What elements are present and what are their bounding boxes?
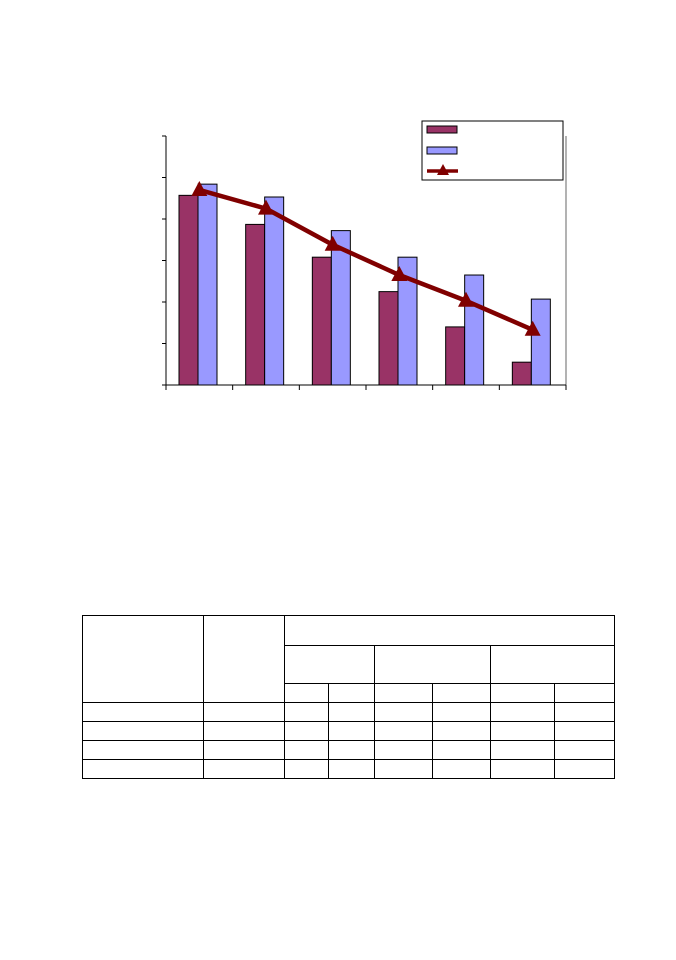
series-line xyxy=(198,187,534,332)
table-cell xyxy=(82,721,204,741)
table-header-cell xyxy=(490,645,615,684)
table-cell xyxy=(490,759,555,779)
data-table xyxy=(82,615,615,779)
legend-swatch-1 xyxy=(426,125,458,134)
table-header-cell xyxy=(328,683,375,703)
table-cell xyxy=(374,702,433,722)
bar-s1-6 xyxy=(511,361,532,386)
line-point-5 xyxy=(458,291,474,307)
table-cell xyxy=(328,740,375,760)
bar-s1-1 xyxy=(178,194,199,386)
table-cell xyxy=(203,740,285,760)
table-cell xyxy=(328,721,375,741)
table-cell xyxy=(82,740,204,760)
table-cell xyxy=(374,740,433,760)
table-cell xyxy=(284,721,329,741)
table-cell xyxy=(284,702,329,722)
table-header-cell xyxy=(203,615,285,703)
bar-s2-4 xyxy=(397,256,418,386)
table-header-cell xyxy=(374,645,491,684)
bar-s2-2 xyxy=(264,196,285,386)
bar-s2-1 xyxy=(197,183,218,386)
table-header-cell xyxy=(374,683,433,703)
bar-s1-2 xyxy=(245,223,266,386)
line-point-2 xyxy=(258,199,274,215)
table-cell xyxy=(490,702,555,722)
line-point-4 xyxy=(391,266,408,282)
line-point-6 xyxy=(524,320,541,336)
table-cell xyxy=(328,702,375,722)
table-cell xyxy=(82,702,204,722)
plot-frame xyxy=(162,135,567,390)
table-cell xyxy=(203,759,285,779)
bar-s2-3 xyxy=(330,230,351,386)
table-header-cell xyxy=(82,615,204,703)
table-row xyxy=(82,740,615,760)
table-header-cell xyxy=(490,683,555,703)
table-cell xyxy=(432,740,491,760)
table-cell xyxy=(374,721,433,741)
table-body xyxy=(82,702,615,779)
table-header-cell xyxy=(554,683,615,703)
table-row xyxy=(82,702,615,722)
bar-s2-5 xyxy=(464,274,485,386)
table-cell xyxy=(554,740,615,760)
bar-s2-6 xyxy=(530,298,551,386)
table-cell xyxy=(203,721,285,741)
table-cell xyxy=(374,759,433,779)
table-cell xyxy=(490,721,555,741)
combo-chart xyxy=(162,120,567,390)
table-cell xyxy=(554,721,615,741)
table-cell xyxy=(432,702,491,722)
legend xyxy=(421,120,564,181)
table-cell xyxy=(284,740,329,760)
table-cell xyxy=(432,759,491,779)
table-cell xyxy=(328,759,375,779)
table-cell xyxy=(203,702,285,722)
table-cell xyxy=(554,702,615,722)
legend-marker-3 xyxy=(437,164,449,175)
bar-series-group xyxy=(178,183,551,386)
bar-s1-5 xyxy=(445,326,466,386)
bar-s1-3 xyxy=(311,256,332,386)
table-cell xyxy=(432,721,491,741)
table-header-cell xyxy=(432,683,491,703)
legend-swatch-2 xyxy=(426,146,458,155)
bar-s1-4 xyxy=(378,291,399,386)
line-point-1 xyxy=(191,180,208,196)
table-row xyxy=(82,721,615,741)
table-header-cell xyxy=(284,615,615,646)
table-cell xyxy=(490,740,555,760)
table-row xyxy=(82,759,615,779)
table-cell xyxy=(82,759,204,779)
line-point-3 xyxy=(324,235,341,251)
table-cell xyxy=(554,759,615,779)
table-header-cell xyxy=(284,683,329,703)
line-series-group xyxy=(191,180,541,336)
table-header-cell xyxy=(284,645,375,684)
table-cell xyxy=(284,759,329,779)
